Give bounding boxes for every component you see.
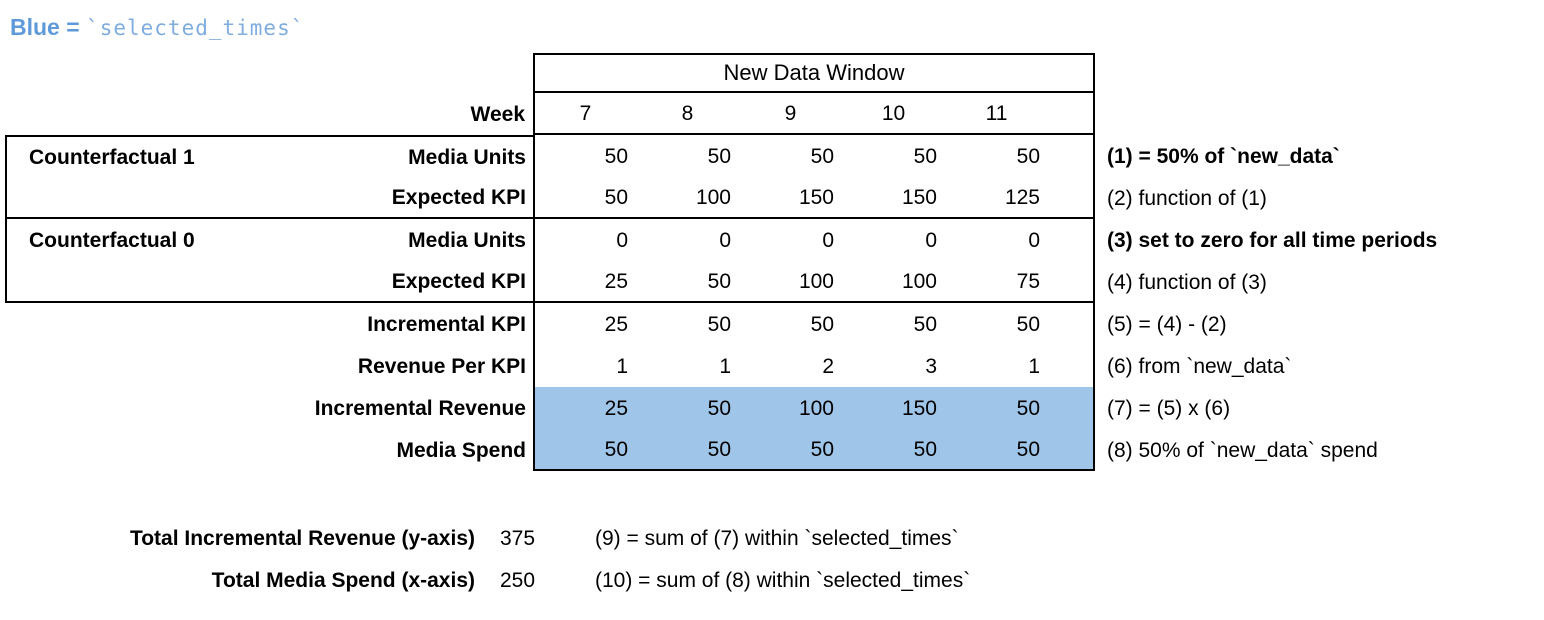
value-cell: 25 xyxy=(533,261,636,303)
value-cell: 50 xyxy=(533,177,636,219)
week-label: Week xyxy=(470,102,525,126)
spacer-cell xyxy=(1048,135,1095,177)
row-label-cell: Expected KPI xyxy=(5,177,533,219)
value-cell: 0 xyxy=(533,219,636,261)
value-cell: 0 xyxy=(822,228,834,252)
value-cell: 50 xyxy=(810,312,834,336)
row-label: Expected KPI xyxy=(391,185,526,209)
counterfactual-table: New Data Window Week 7 8 9 10 11 Counterfactual… xyxy=(5,53,1437,471)
spacer-cell xyxy=(1048,219,1095,261)
value-cell: 0 xyxy=(925,228,937,252)
value-cell: 50 xyxy=(707,144,731,168)
row-label-cell: Counterfactual 0 Media Units xyxy=(5,219,533,261)
value-cell: 50 xyxy=(707,312,731,336)
value-cell: 150 xyxy=(739,177,842,219)
value-cell: 0 xyxy=(719,228,731,252)
row-label: Media Units xyxy=(408,145,526,169)
row-label: Incremental KPI xyxy=(367,312,526,336)
group-label: Counterfactual 0 xyxy=(29,228,195,252)
value-cell: 100 xyxy=(842,261,945,303)
page-title: Blue = `selected_times` xyxy=(10,14,304,41)
value-cell: 150 xyxy=(842,387,945,429)
value-cell: 1 xyxy=(1028,354,1040,378)
value-cell: 50 xyxy=(533,429,636,471)
value-cell: 50 xyxy=(533,135,636,177)
row-label-cell: Revenue Per KPI xyxy=(5,345,533,387)
spacer-cell xyxy=(1048,261,1095,303)
row-label-cell: Counterfactual 1 Media Units xyxy=(5,135,533,177)
value-cell: 75 xyxy=(945,261,1048,303)
row-label: Expected KPI xyxy=(391,269,526,293)
row-annotation: (5) = (4) - (2) xyxy=(1107,312,1227,336)
total-value: 375 xyxy=(499,526,536,550)
row-label: Revenue Per KPI xyxy=(357,354,526,378)
value-cell: 50 xyxy=(1016,312,1040,336)
week-cell: 7 xyxy=(533,93,636,135)
total-value: 250 xyxy=(499,568,536,592)
row-annotation: (4) function of (3) xyxy=(1107,270,1267,294)
totals-section: Total Incremental Revenue (y-axis) 375 (9)… xyxy=(5,517,970,601)
value-cell: 50 xyxy=(913,312,937,336)
value-cell: 100 xyxy=(739,387,842,429)
new-data-window-header: New Data Window xyxy=(533,53,1095,93)
total-label: Total Media Spend (x-axis) xyxy=(211,568,475,592)
spacer-cell xyxy=(1048,429,1095,471)
value-cell: 50 xyxy=(636,387,739,429)
total-annotation: (10) = sum of (8) within `selected_times… xyxy=(595,568,971,592)
week-row-spacer xyxy=(1095,93,1437,135)
row-annotation: (6) from `new_data` xyxy=(1107,354,1292,378)
week-cell: 9 xyxy=(739,93,842,135)
value-cell: 50 xyxy=(842,429,945,471)
value-cell: 50 xyxy=(913,144,937,168)
value-cell: 100 xyxy=(636,177,739,219)
value-cell: 50 xyxy=(945,429,1048,471)
value-cell: 1 xyxy=(719,354,731,378)
value-cell: 150 xyxy=(842,177,945,219)
row-label-cell: Incremental KPI xyxy=(5,303,533,345)
total-label: Total Incremental Revenue (y-axis) xyxy=(129,526,475,550)
week-cell: 10 xyxy=(842,93,945,135)
spacer-cell xyxy=(1048,345,1095,387)
row-label: Media Spend xyxy=(396,438,526,462)
title-blue-label: Blue = xyxy=(10,14,87,40)
value-cell: 50 xyxy=(945,387,1048,429)
row-label: Incremental Revenue xyxy=(314,396,526,420)
corner-spacer xyxy=(5,53,533,93)
value-cell: 50 xyxy=(636,261,739,303)
row-annotation: (1) = 50% of `new_data` xyxy=(1107,144,1340,168)
total-annotation: (9) = sum of (7) within `selected_times` xyxy=(595,526,959,550)
value-cell: 25 xyxy=(533,303,636,345)
value-cell: 100 xyxy=(739,261,842,303)
spacer-cell xyxy=(1048,93,1095,135)
week-cell: 11 xyxy=(945,93,1048,135)
row-annotation: (8) 50% of `new_data` spend xyxy=(1107,438,1378,462)
value-cell: 3 xyxy=(925,354,937,378)
value-cell: 125 xyxy=(945,177,1048,219)
group-label: Counterfactual 1 xyxy=(29,145,195,169)
value-cell: 50 xyxy=(810,144,834,168)
row-label-cell: Expected KPI xyxy=(5,261,533,303)
value-cell: 50 xyxy=(636,429,739,471)
row-annotation: (2) function of (1) xyxy=(1107,186,1267,210)
spacer-cell xyxy=(1048,303,1095,345)
spacer-cell xyxy=(1048,177,1095,219)
value-cell: 2 xyxy=(822,354,834,378)
value-cell: 1 xyxy=(533,345,636,387)
row-label-cell: Media Spend xyxy=(5,429,533,471)
spacer-cell xyxy=(1048,387,1095,429)
value-cell: 50 xyxy=(739,429,842,471)
row-annotation: (3) set to zero for all time periods xyxy=(1107,228,1438,252)
row-label-cell: Incremental Revenue xyxy=(5,387,533,429)
value-cell: 0 xyxy=(1028,228,1040,252)
value-cell: 50 xyxy=(1016,144,1040,168)
header-row-spacer xyxy=(1095,53,1437,93)
title-selected-times-code: `selected_times` xyxy=(86,16,305,40)
row-annotation: (7) = (5) x (6) xyxy=(1107,396,1231,420)
value-cell: 25 xyxy=(533,387,636,429)
week-cell: 8 xyxy=(636,93,739,135)
row-label: Media Units xyxy=(408,228,526,252)
